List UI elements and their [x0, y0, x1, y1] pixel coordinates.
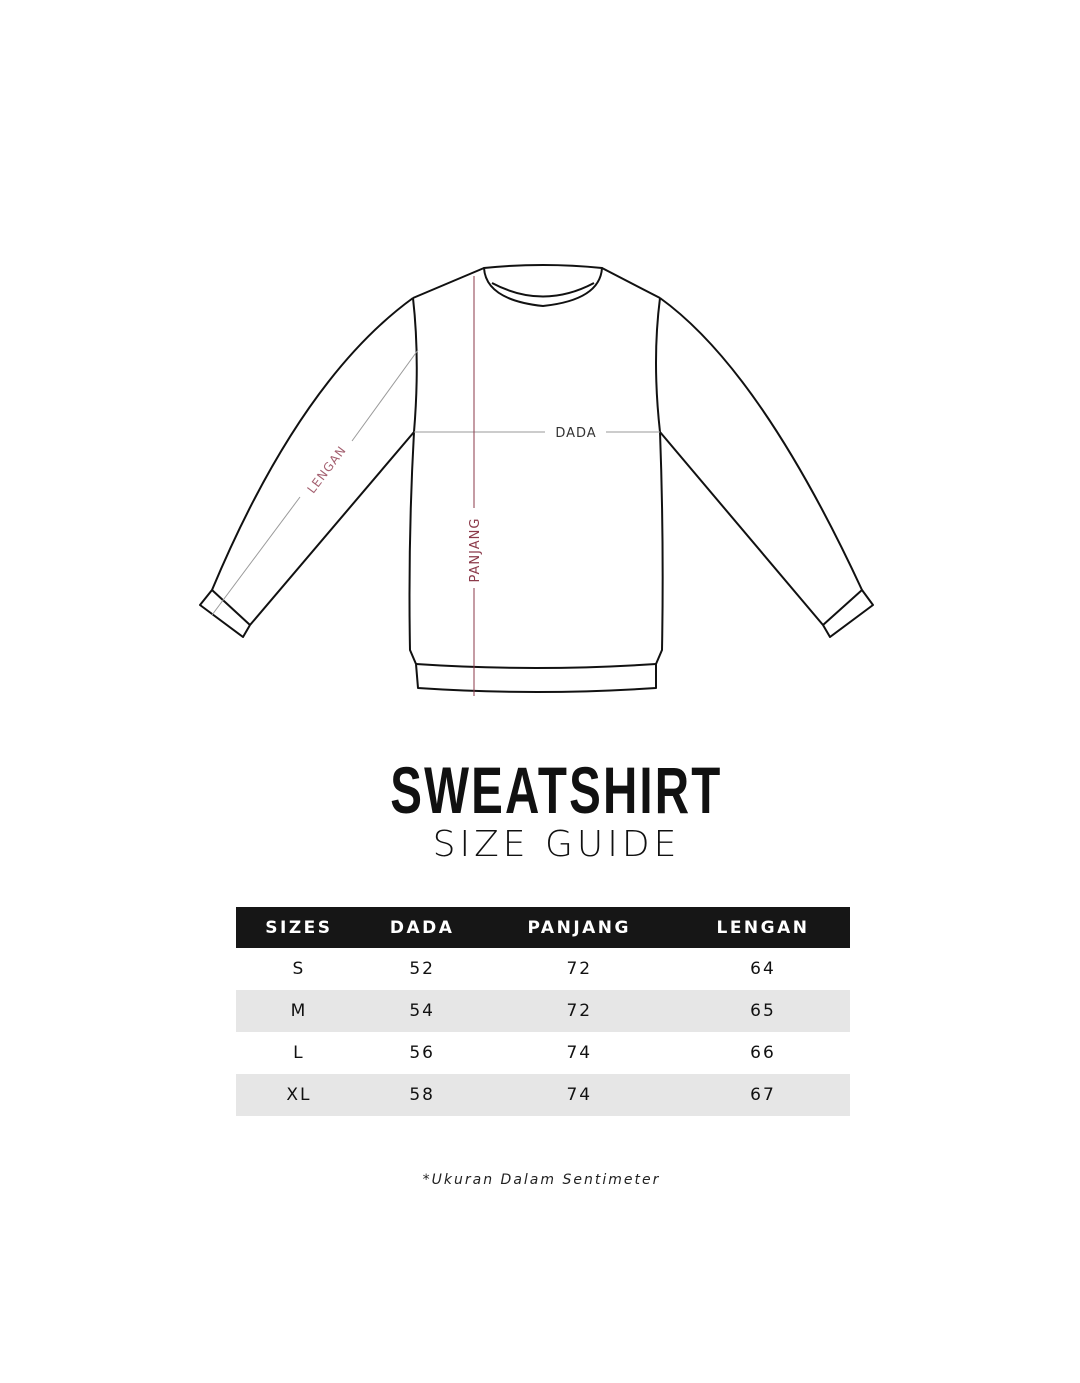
sweatshirt-illustration: DADA PANJANG LENGAN [199, 264, 874, 696]
cell-dada: 54 [361, 990, 483, 1032]
cell-size: S [292, 959, 306, 979]
page-subtitle: SIZE GUIDE [432, 824, 681, 865]
header-sizes: SIZES [236, 907, 362, 948]
size-table: SIZES DADA PANJANG LENGAN S 52 72 64 M 5… [236, 907, 850, 1116]
cell-lengan: 65 [676, 990, 850, 1032]
chest-label: DADA [555, 426, 596, 441]
cell-lengan: 66 [750, 1043, 776, 1063]
header-lengan: LENGAN [676, 907, 850, 948]
table-row: XL 58 74 67 [236, 1074, 850, 1116]
cell-panjang: 74 [566, 1043, 593, 1063]
page-title: SWEATSHIRT [390, 753, 723, 827]
cell-dada: 58 [361, 1074, 483, 1116]
sleeve-measure-line [351, 349, 419, 442]
table-row: S 52 72 64 [236, 948, 850, 990]
cell-lengan: 64 [750, 959, 776, 979]
length-label: PANJANG [468, 518, 483, 583]
cell-size: M [236, 990, 362, 1032]
footnote: *Ukuran Dalam Sentimeter [422, 1172, 661, 1188]
table-row: L 56 74 66 [236, 1032, 850, 1074]
table-row: M 54 72 65 [236, 990, 850, 1032]
cell-panjang: 72 [566, 959, 593, 979]
header-panjang: PANJANG [482, 907, 676, 948]
cell-panjang: 74 [482, 1074, 676, 1116]
cell-dada: 52 [409, 959, 435, 979]
sweatshirt-outline [199, 264, 874, 693]
cell-lengan: 67 [676, 1074, 850, 1116]
sleeve-label: LENGAN [304, 443, 349, 496]
cell-dada: 56 [409, 1043, 435, 1063]
cell-size: XL [236, 1074, 362, 1116]
cell-size: L [293, 1043, 305, 1063]
header-dada: DADA [361, 907, 483, 948]
cell-panjang: 72 [482, 990, 676, 1032]
table-header: SIZES DADA PANJANG LENGAN [236, 907, 850, 948]
